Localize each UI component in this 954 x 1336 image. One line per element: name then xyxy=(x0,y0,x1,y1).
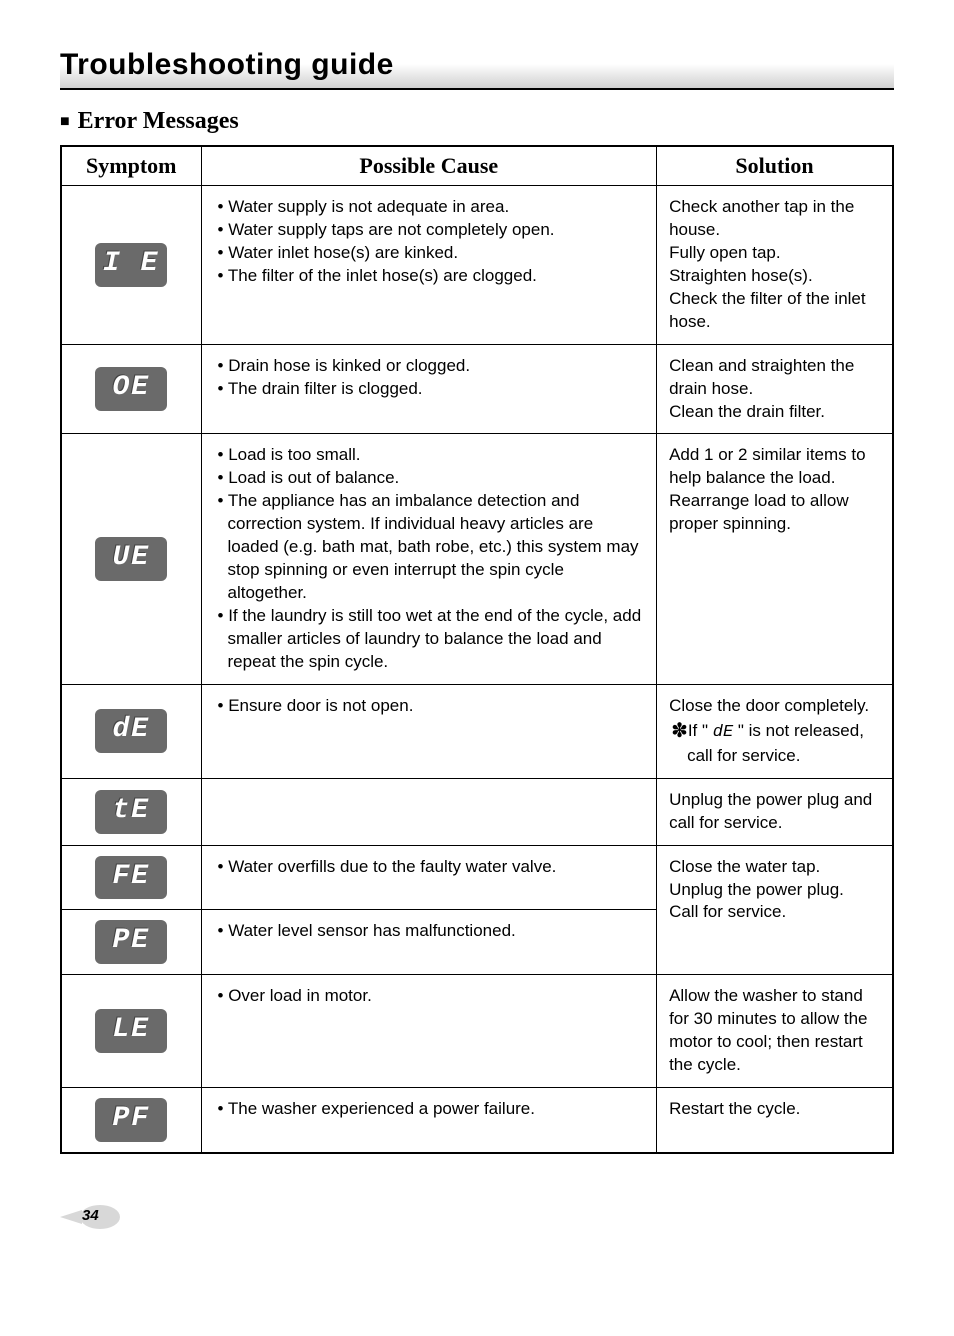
error-code: OE xyxy=(112,372,150,403)
solution-line: Check the filter of the inlet hose. xyxy=(669,288,880,334)
note-prefix: If " xyxy=(688,721,713,740)
solution-line: Close the door completely. xyxy=(669,695,880,718)
page-number: 34 xyxy=(82,1207,99,1224)
solution-line: Check another tap in the house. xyxy=(669,196,880,242)
error-code: UE xyxy=(112,542,150,573)
table-row: FE Water overfills due to the faulty wat… xyxy=(61,845,893,910)
table-row: UE Load is too small. Load is out of bal… xyxy=(61,434,893,684)
error-badge: LE xyxy=(95,1009,167,1053)
section-subtitle: Error Messages xyxy=(78,108,239,135)
error-code: PE xyxy=(112,925,150,956)
error-code: FE xyxy=(112,861,150,892)
error-badge: I E xyxy=(95,243,167,287)
error-code: tE xyxy=(112,795,150,826)
solution-line: Fully open tap. xyxy=(669,242,880,265)
solution-line: Unplug the power plug. xyxy=(669,879,880,902)
error-badge: dE xyxy=(95,709,167,753)
error-badge: OE xyxy=(95,367,167,411)
page-title: Troubleshooting guide xyxy=(60,48,394,81)
cause-item: Drain hose is kinked or clogged. xyxy=(214,355,645,378)
cause-item: Water overfills due to the faulty water … xyxy=(214,856,645,879)
solution-line: Add 1 or 2 similar items to help balance… xyxy=(669,444,880,490)
cause-item: If the laundry is still too wet at the e… xyxy=(214,605,645,674)
error-badge: UE xyxy=(95,537,167,581)
col-cause: Possible Cause xyxy=(201,146,657,186)
col-symptom: Symptom xyxy=(61,146,201,186)
table-row: PF The washer experienced a power failur… xyxy=(61,1087,893,1152)
table-row: I E Water supply is not adequate in area… xyxy=(61,186,893,345)
cause-item: Water supply is not adequate in area. xyxy=(214,196,645,219)
solution-line: Close the water tap. xyxy=(669,856,880,879)
inline-error-code: dE xyxy=(713,723,733,742)
cause-item: Over load in motor. xyxy=(214,985,645,1008)
table-row: LE Over load in motor. Allow the washer … xyxy=(61,975,893,1088)
cause-item: The appliance has an imbalance detection… xyxy=(214,490,645,605)
error-table: Symptom Possible Cause Solution I E Wate… xyxy=(60,145,894,1154)
error-badge: PE xyxy=(95,920,167,964)
title-bar: Troubleshooting guide xyxy=(60,40,894,90)
solution-line: Straighten hose(s). xyxy=(669,265,880,288)
table-row: tE Unplug the power plug and call for se… xyxy=(61,778,893,845)
cause-item: Load is too small. xyxy=(214,444,645,467)
solution-line: Unplug the power plug and call for servi… xyxy=(669,789,880,835)
table-row: OE Drain hose is kinked or clogged. The … xyxy=(61,344,893,434)
solution-line: Clean and straighten the drain hose. xyxy=(669,355,880,401)
cause-item: Load is out of balance. xyxy=(214,467,645,490)
cause-item: Ensure door is not open. xyxy=(214,695,645,718)
error-code: dE xyxy=(112,714,150,745)
error-badge: FE xyxy=(95,856,167,900)
solution-line: Clean the drain filter. xyxy=(669,401,880,424)
page-number-pill: 34 xyxy=(60,1204,120,1230)
error-badge: PF xyxy=(95,1098,167,1142)
cause-item: The filter of the inlet hose(s) are clog… xyxy=(214,265,645,288)
cause-item: Water supply taps are not completely ope… xyxy=(214,219,645,242)
error-code: I E xyxy=(103,248,159,279)
cause-item: The washer experienced a power failure. xyxy=(214,1098,645,1121)
solution-line: Rearrange load to allow proper spinning. xyxy=(669,490,880,536)
error-code: PF xyxy=(112,1103,150,1134)
solution-line: Allow the washer to stand for 30 minutes… xyxy=(669,985,880,1077)
asterisk-icon: ✽ xyxy=(671,720,688,742)
square-bullet-icon: ■ xyxy=(60,113,70,131)
table-row: dE Ensure door is not open. Close the do… xyxy=(61,684,893,778)
col-solution: Solution xyxy=(657,146,893,186)
page-number-wrap: 34 xyxy=(60,1204,894,1230)
error-badge: tE xyxy=(95,790,167,834)
error-code: LE xyxy=(112,1014,150,1045)
solution-note: ✽If " dE " is not released, call for ser… xyxy=(669,718,880,768)
subtitle-row: ■ Error Messages xyxy=(60,108,894,135)
cause-item: Water inlet hose(s) are kinked. xyxy=(214,242,645,265)
solution-line: Restart the cycle. xyxy=(669,1098,880,1121)
cause-item: Water level sensor has malfunctioned. xyxy=(214,920,645,943)
solution-line: Call for service. xyxy=(669,901,880,924)
cause-item: The drain filter is clogged. xyxy=(214,378,645,401)
